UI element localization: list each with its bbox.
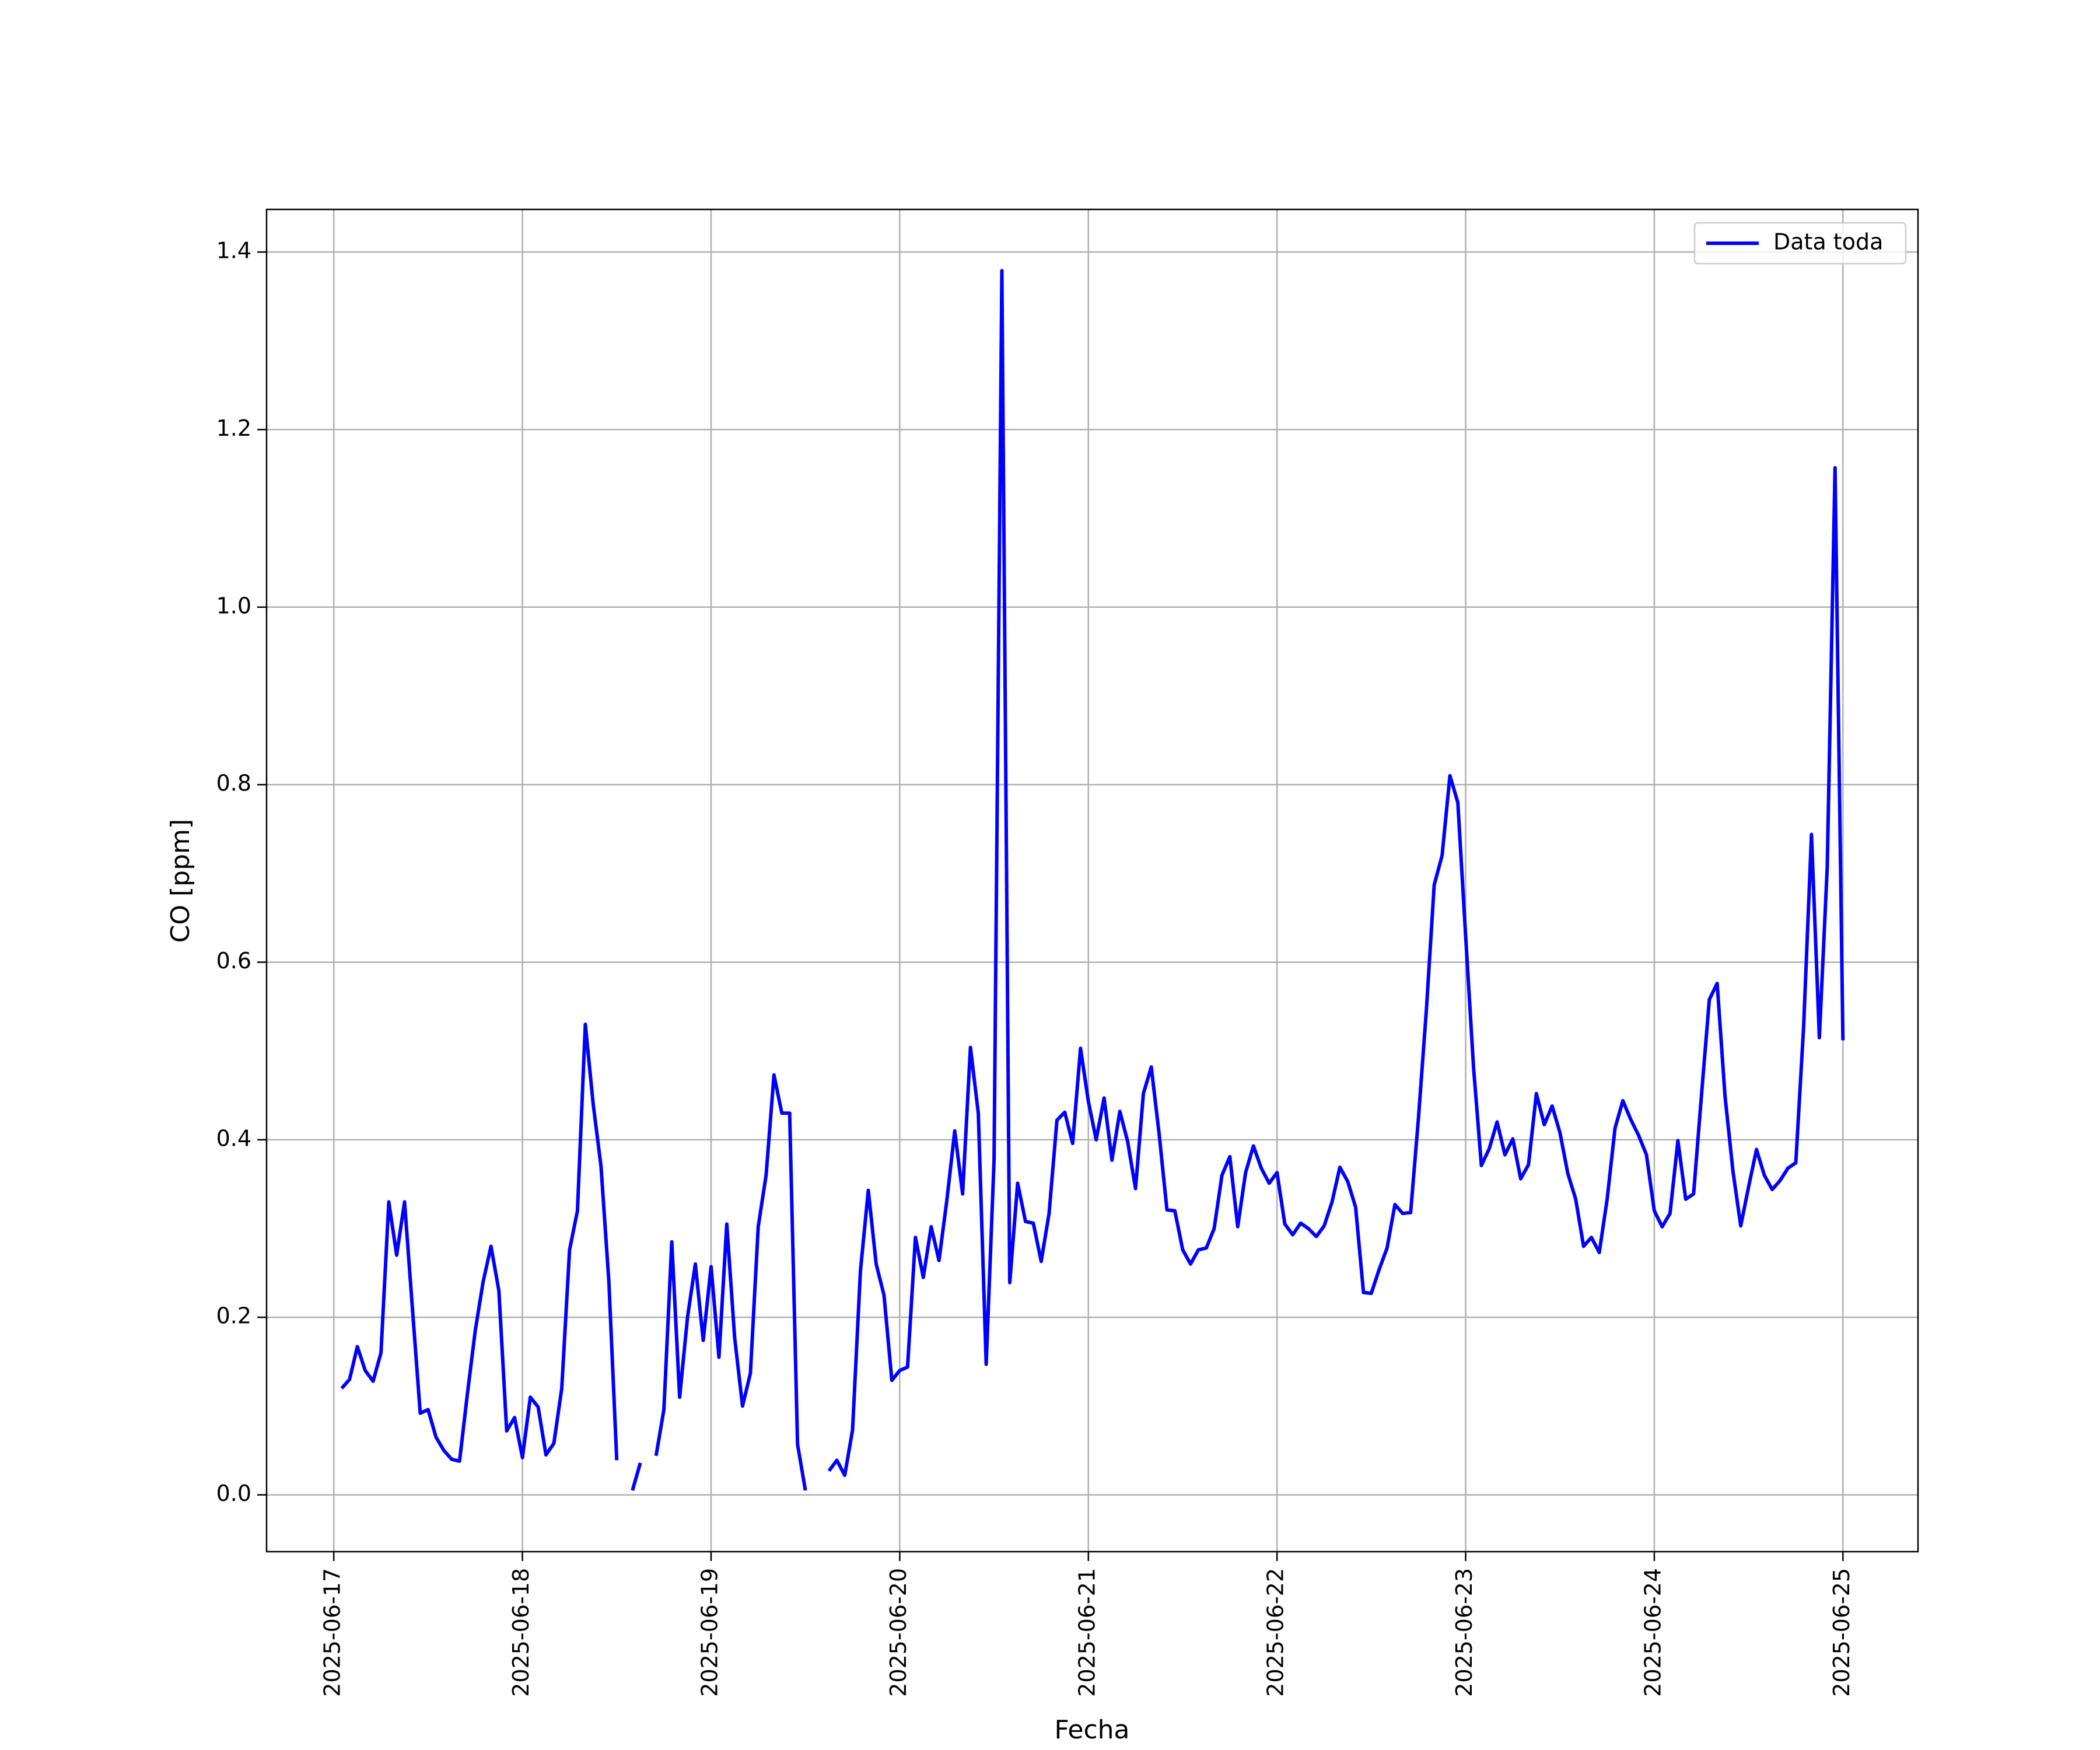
y-tick-label: 0.8: [216, 771, 251, 796]
legend-box: [1693, 222, 1907, 265]
x-axis-label: Fecha: [1054, 1715, 1129, 1745]
y-tick-label: 0.6: [216, 948, 251, 974]
y-tick-label: 0.4: [216, 1125, 251, 1151]
y-axis-label: CO [ppm]: [166, 819, 195, 943]
x-tick-label: 2025-06-20: [886, 1568, 911, 1697]
y-tick-label: 0.2: [216, 1303, 251, 1329]
y-tick-label: 1.4: [216, 238, 251, 264]
x-tick-label: 2025-06-18: [508, 1568, 534, 1697]
x-tick-label: 2025-06-23: [1451, 1568, 1477, 1697]
y-tick-label: 0.0: [216, 1480, 251, 1506]
x-tick-label: 2025-06-24: [1640, 1568, 1665, 1697]
x-tick-label: 2025-06-22: [1263, 1568, 1289, 1697]
plot-frame: [265, 208, 1919, 1553]
legend: Data toda: [1693, 222, 1907, 265]
x-tick-label: 2025-06-17: [320, 1568, 345, 1697]
x-tick-label: 2025-06-25: [1829, 1568, 1854, 1697]
legend-label: Data toda: [1773, 229, 1883, 255]
x-tick-label: 2025-06-19: [696, 1568, 722, 1697]
y-tick-label: 1.0: [216, 593, 251, 618]
x-tick-label: 2025-06-21: [1074, 1568, 1100, 1697]
y-tick-label: 1.2: [216, 415, 251, 441]
data-line: [340, 269, 1845, 1491]
